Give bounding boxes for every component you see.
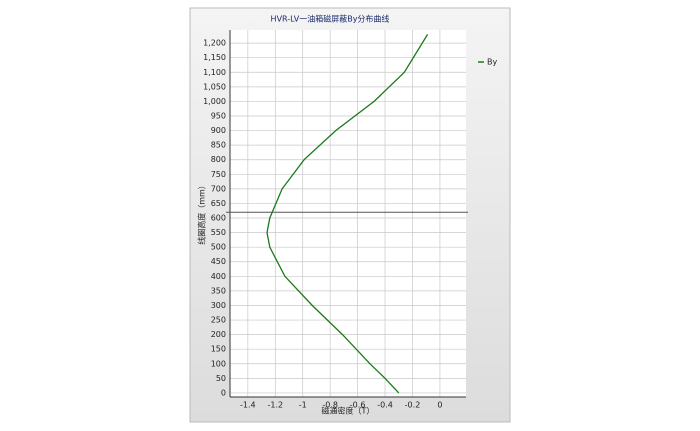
y-tick-label: 1,100 [203,68,226,77]
y-tick-label: 350 [211,286,226,295]
y-tick-label: 1,200 [203,39,226,48]
y-tick-label: 900 [211,126,226,135]
y-tick-label: 50 [216,374,226,383]
y-axis-label: 线圈高度（mm） [197,181,207,245]
y-tick-label: 100 [211,359,226,368]
plot-area [230,30,466,397]
x-tick-label: 0 [437,401,442,410]
x-tick-label: -0.8 [322,401,338,410]
y-tick-label: 0 [221,388,226,397]
y-tick-label: 850 [211,141,226,150]
y-tick-label: 1,000 [203,97,226,106]
y-tick-label: 150 [211,345,226,354]
y-tick-label: 600 [211,214,226,223]
x-tick-label: -1 [299,401,307,410]
y-tick-label: 550 [211,228,226,237]
y-tick-label: 650 [211,199,226,208]
chart-title: HVR-LV一油箱磁屏蔽By分布曲线 [271,14,390,24]
data-line [266,34,429,394]
x-tick-label: -1.4 [240,401,256,410]
y-tick-label: 800 [211,155,226,164]
y-tick-label: 1,150 [203,53,226,62]
y-tick-label: 300 [211,301,226,310]
x-axis-label: 磁通密度（T） [322,406,375,416]
y-tick-label: 250 [211,316,226,325]
x-tick-label: -0.2 [405,401,421,410]
x-tick-label: -0.4 [377,401,393,410]
y-tick-label: 400 [211,272,226,281]
x-tick-label: -0.6 [350,401,366,410]
y-tick-label: 750 [211,170,226,179]
legend-label: By [487,58,497,67]
y-tick-label: 950 [211,111,226,120]
x-tick-label: -1.2 [267,401,283,410]
y-tick-label: 200 [211,330,226,339]
y-tick-label: 450 [211,257,226,266]
y-tick-label: 1,050 [203,82,226,91]
y-tick-label: 500 [211,243,226,252]
y-tick-label: 700 [211,184,226,193]
